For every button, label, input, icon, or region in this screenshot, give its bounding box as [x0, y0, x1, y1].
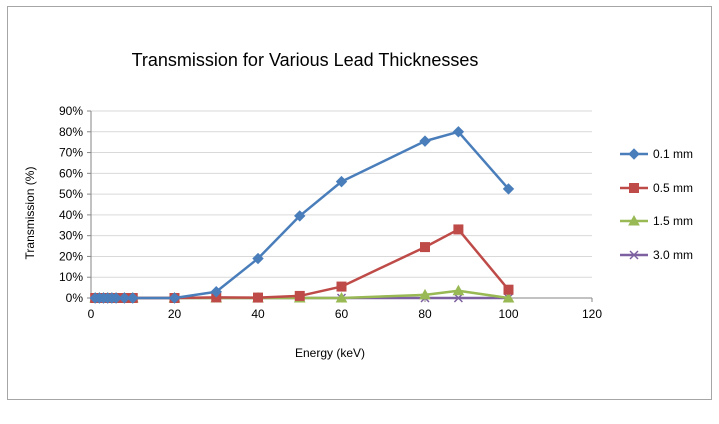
legend-item: 0.5 mm — [620, 181, 693, 195]
x-tick-label: 100 — [498, 307, 518, 321]
data-point — [452, 284, 465, 296]
x-tick-label: 120 — [582, 307, 602, 321]
data-point — [253, 292, 263, 303]
data-point — [294, 290, 305, 301]
data-point — [127, 292, 139, 304]
data-point — [453, 224, 464, 235]
y-tick-label: 60% — [59, 166, 83, 180]
data-point — [336, 281, 347, 292]
legend-swatch-marker — [629, 183, 639, 193]
data-point — [420, 242, 430, 253]
legend-swatch-marker — [628, 214, 640, 226]
x-axis-title: Energy (keV) — [295, 346, 365, 360]
y-tick-label: 0% — [66, 291, 84, 305]
data-point — [419, 288, 431, 300]
data-point — [294, 210, 306, 222]
y-tick-label: 30% — [59, 229, 83, 243]
legend-swatch-marker — [628, 148, 640, 160]
legend-label: 1.5 mm — [653, 214, 693, 228]
data-point — [453, 293, 463, 303]
x-marker-stroke — [629, 250, 639, 260]
series-line — [95, 228, 510, 300]
gridlines — [91, 110, 592, 278]
y-tick-label: 70% — [59, 146, 83, 160]
y-axis-title: Transmission (%) — [23, 167, 37, 260]
legend-item: 1.5 mm — [620, 214, 693, 228]
x-tick-label: 20 — [168, 307, 182, 321]
legend-label: 3.0 mm — [653, 248, 693, 262]
y-tick-label: 80% — [59, 125, 83, 139]
legend-item: 0.1 mm — [620, 147, 693, 161]
data-point — [335, 291, 348, 303]
legend-swatch-marker — [629, 250, 639, 260]
y-tick-label: 50% — [59, 187, 83, 201]
x-tick-label: 40 — [251, 307, 265, 321]
data-point — [210, 286, 222, 298]
y-tick-label: 10% — [59, 270, 83, 284]
y-tick-label: 20% — [59, 249, 83, 263]
x-tick-label: 0 — [88, 307, 95, 321]
data-point — [335, 175, 348, 188]
data-point — [452, 126, 465, 138]
chart-frame: Transmission for Various Lead Thicknesse… — [7, 6, 712, 400]
y-tick-label: 90% — [59, 104, 83, 118]
series-0-1-mm — [89, 126, 515, 304]
chart-svg: Transmission for Various Lead Thicknesse… — [23, 50, 693, 360]
x-tick-label: 60 — [335, 307, 349, 321]
legend-label: 0.1 mm — [653, 147, 693, 161]
tick-labels: 0% 10% 20% 30% 40% 50% 60% 70% 80% 90% 0 20 40 60 80 10… — [59, 104, 602, 321]
data-point — [502, 183, 515, 195]
data-point — [419, 135, 431, 147]
legend-label: 0.5 mm — [653, 181, 693, 195]
legend: 0.1 mm 0.5 mm 1.5 mm 3.0 mm — [620, 147, 693, 262]
data-point — [252, 252, 264, 265]
data-point — [502, 291, 515, 303]
chart-title: Transmission for Various Lead Thicknesse… — [132, 50, 479, 70]
legend-item: 3.0 mm — [620, 248, 693, 262]
data-point — [503, 284, 514, 295]
x-marker-stroke — [453, 293, 463, 303]
data-point — [168, 292, 181, 304]
data-point — [118, 292, 131, 304]
x-tick-label: 80 — [418, 307, 432, 321]
axes — [87, 110, 593, 302]
series-layer — [89, 126, 515, 304]
y-tick-label: 40% — [59, 208, 83, 222]
data-point — [110, 292, 122, 304]
